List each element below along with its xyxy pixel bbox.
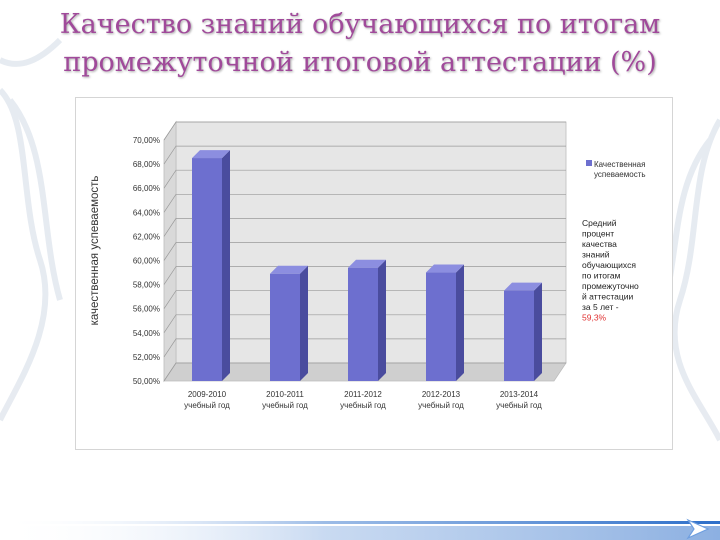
legend-entry: Качественная xyxy=(594,160,645,169)
gridline xyxy=(163,193,566,213)
bar-chart: 50,00% 52,00% 54,00% 56,00% 58,00% 60,00% 62,0… xyxy=(89,120,646,410)
annotation-line: качества xyxy=(582,239,617,249)
annotation-line: процент xyxy=(582,229,614,239)
gridline xyxy=(163,145,566,165)
x-tick-label: учебный год xyxy=(496,401,542,410)
y-tick-label: 68,00% xyxy=(133,160,160,169)
y-tick-label: 70,00% xyxy=(133,136,160,145)
y-tick-label: 54,00% xyxy=(133,329,160,338)
annotation-line: знаний xyxy=(582,250,610,260)
bar-top xyxy=(348,259,386,268)
footer-bar xyxy=(0,518,720,540)
x-tick-label: учебный год xyxy=(184,401,230,410)
bar xyxy=(192,158,222,381)
footer-arrow-icon xyxy=(686,518,710,540)
bar-side xyxy=(300,265,308,381)
y-tick-label: 56,00% xyxy=(133,305,160,314)
gridline xyxy=(163,121,566,141)
gridline xyxy=(163,218,566,237)
y-tick-label: 64,00% xyxy=(133,208,160,217)
bar-top xyxy=(270,265,308,274)
bar xyxy=(426,272,456,381)
bar-top xyxy=(192,150,230,159)
x-tick-label: 2011-2012 xyxy=(344,390,382,399)
slide-title-line-1: Качество знаний обучающихся по итогам xyxy=(59,9,661,40)
slide-title-line-2: промежуточной итоговой аттестации (%) xyxy=(63,47,657,78)
bar-side xyxy=(534,282,542,381)
bar-top xyxy=(504,282,542,291)
y-axis-label: качественная успеваемость xyxy=(89,176,101,326)
bar xyxy=(348,267,378,381)
legend-entry: успеваемость xyxy=(594,170,646,179)
x-tick-label: 2013-2014 xyxy=(500,390,539,399)
y-tick-label: 50,00% xyxy=(133,377,160,386)
slide-title: Качество знаний обучающихся по итогам пр… xyxy=(0,6,720,82)
annotation-line: обучающихся xyxy=(582,260,636,270)
annotation-value: 59,3% xyxy=(582,313,607,323)
legend-swatch xyxy=(586,160,592,166)
x-tick-label: 2012-2013 xyxy=(422,390,461,399)
y-tick-label: 58,00% xyxy=(133,281,160,290)
chart-frame: 50,00% 52,00% 54,00% 56,00% 58,00% 60,00% 62,0… xyxy=(75,97,673,450)
annotation-line: Средний xyxy=(582,218,617,228)
y-tick-label: 60,00% xyxy=(133,257,160,266)
bar-top xyxy=(426,264,464,273)
bar-side xyxy=(378,259,386,381)
x-tick-label: учебный год xyxy=(340,401,386,410)
bar-side xyxy=(222,150,230,381)
x-tick-label: учебный год xyxy=(418,401,464,410)
annotation-line: промежуточно xyxy=(582,281,639,291)
bar-side xyxy=(456,264,464,381)
y-tick-label: 66,00% xyxy=(133,184,160,193)
y-tick-label: 52,00% xyxy=(133,353,160,362)
annotation-line: за 5 лет - xyxy=(582,302,619,312)
x-tick-label: 2009-2010 xyxy=(188,390,227,399)
annotation-line: по итогам xyxy=(582,271,621,281)
gridline xyxy=(163,169,566,189)
x-tick-label: учебный год xyxy=(262,401,308,410)
bar xyxy=(270,273,300,381)
annotation-line: й аттестации xyxy=(582,292,633,302)
bar xyxy=(504,290,534,381)
x-tick-label: 2010-2011 xyxy=(266,390,304,399)
y-tick-label: 62,00% xyxy=(133,232,160,241)
gridline xyxy=(163,242,566,261)
